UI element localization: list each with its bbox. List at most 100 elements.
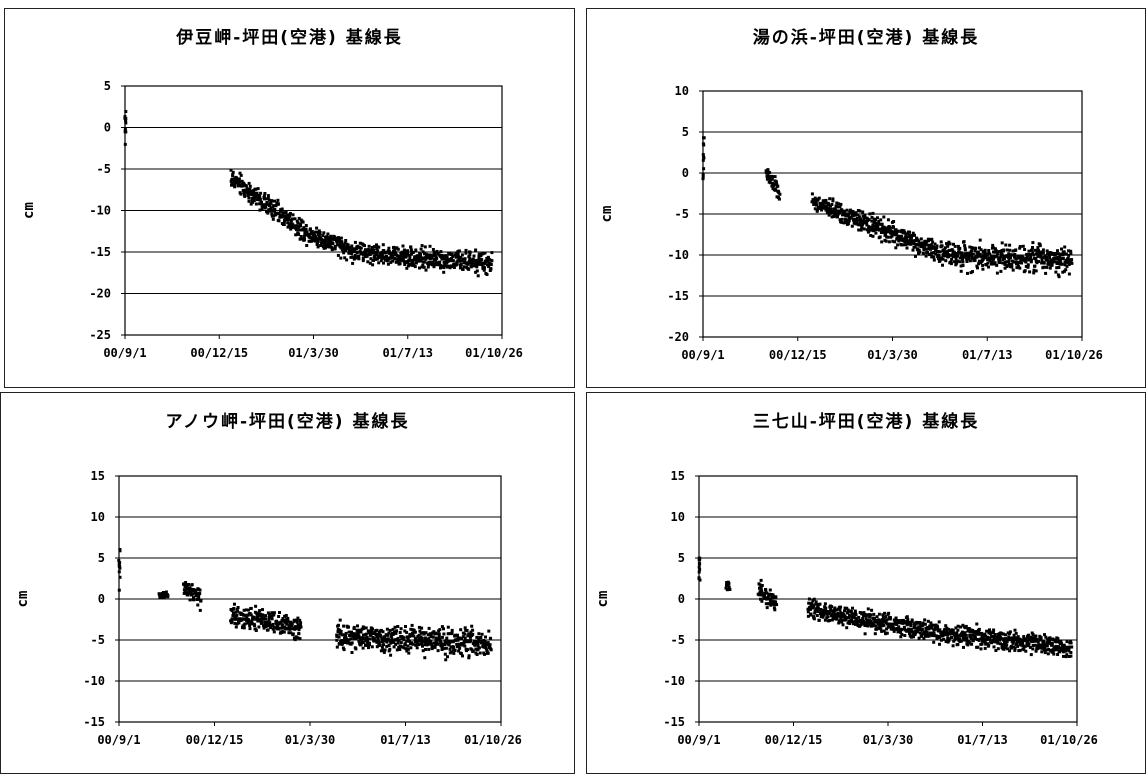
data-point <box>323 241 326 245</box>
data-point <box>1000 253 1004 256</box>
data-point <box>371 251 375 255</box>
data-point <box>843 609 846 613</box>
data-point <box>843 221 847 224</box>
data-point <box>863 214 867 218</box>
data-point <box>986 258 990 261</box>
data-point <box>886 625 890 629</box>
x-tick-label: 00/9/1 <box>97 733 140 747</box>
data-point <box>1008 632 1011 635</box>
data-point <box>973 258 977 262</box>
data-point <box>304 227 308 231</box>
data-point <box>414 261 418 265</box>
data-point <box>977 638 981 642</box>
data-point <box>356 632 360 636</box>
data-point <box>991 639 995 642</box>
chart-title: 湯の浜-坪田(空港) 基線長 <box>752 28 980 48</box>
data-point <box>973 635 977 639</box>
data-point <box>470 624 474 628</box>
data-point <box>868 615 872 619</box>
data-point <box>254 187 258 191</box>
data-point <box>886 235 890 239</box>
data-point <box>921 251 925 255</box>
data-point <box>969 635 973 639</box>
data-point <box>876 222 880 226</box>
data-point <box>980 642 984 646</box>
data-point <box>357 255 361 259</box>
data-point <box>235 607 239 611</box>
data-point <box>918 622 922 626</box>
data-point <box>318 231 322 234</box>
data-point <box>1064 268 1068 272</box>
data-point <box>277 212 281 215</box>
data-point <box>232 613 236 617</box>
data-point <box>249 202 253 206</box>
data-point <box>244 608 248 612</box>
data-point <box>918 250 922 254</box>
data-point <box>258 208 262 212</box>
data-point <box>290 217 294 221</box>
x-tick-label: 01/3/30 <box>285 733 336 747</box>
data-point <box>296 616 300 620</box>
data-point <box>932 632 936 636</box>
data-point <box>423 640 427 644</box>
data-point <box>1031 246 1034 249</box>
data-point <box>959 625 963 629</box>
data-point <box>952 252 956 256</box>
data-point <box>861 622 865 626</box>
data-point <box>812 604 816 608</box>
data-point <box>869 228 873 232</box>
data-point <box>1057 266 1061 269</box>
data-point <box>465 629 469 632</box>
data-point <box>341 641 345 645</box>
data-point <box>759 597 762 601</box>
data-point <box>857 228 861 232</box>
data-point <box>118 575 122 579</box>
data-point <box>772 595 776 599</box>
data-point <box>1041 251 1045 255</box>
data-point <box>961 623 965 627</box>
data-point <box>1010 263 1014 267</box>
data-point <box>897 238 901 242</box>
data-point <box>455 262 459 266</box>
data-point <box>444 641 447 645</box>
data-point <box>992 256 996 260</box>
data-point <box>438 637 442 641</box>
data-point <box>880 629 884 633</box>
data-point <box>412 263 416 267</box>
data-point <box>444 254 447 258</box>
data-point <box>1042 265 1046 269</box>
data-point <box>484 635 487 639</box>
data-point <box>479 636 483 639</box>
data-point <box>463 626 467 630</box>
data-point <box>892 618 896 622</box>
data-point <box>451 259 455 263</box>
data-point <box>248 184 252 188</box>
data-point <box>1009 646 1013 650</box>
data-point <box>359 630 363 634</box>
data-point <box>473 640 476 644</box>
data-point <box>900 243 904 247</box>
data-point <box>330 248 334 252</box>
data-point <box>883 611 887 615</box>
data-point <box>404 252 408 255</box>
data-point <box>463 257 467 261</box>
data-point <box>475 262 479 266</box>
data-point <box>929 243 933 247</box>
data-point <box>864 617 868 621</box>
data-point <box>1058 255 1061 259</box>
data-point <box>304 224 308 227</box>
data-point <box>432 263 436 267</box>
data-point <box>1027 642 1031 646</box>
data-point <box>459 255 463 259</box>
data-point <box>1030 258 1033 262</box>
data-point <box>945 242 949 246</box>
data-point <box>344 631 348 635</box>
data-point <box>776 184 780 188</box>
data-point <box>384 637 388 641</box>
data-point <box>698 558 702 562</box>
data-point <box>859 221 863 225</box>
data-point <box>352 633 356 637</box>
data-point <box>259 191 263 195</box>
data-point <box>273 199 276 203</box>
